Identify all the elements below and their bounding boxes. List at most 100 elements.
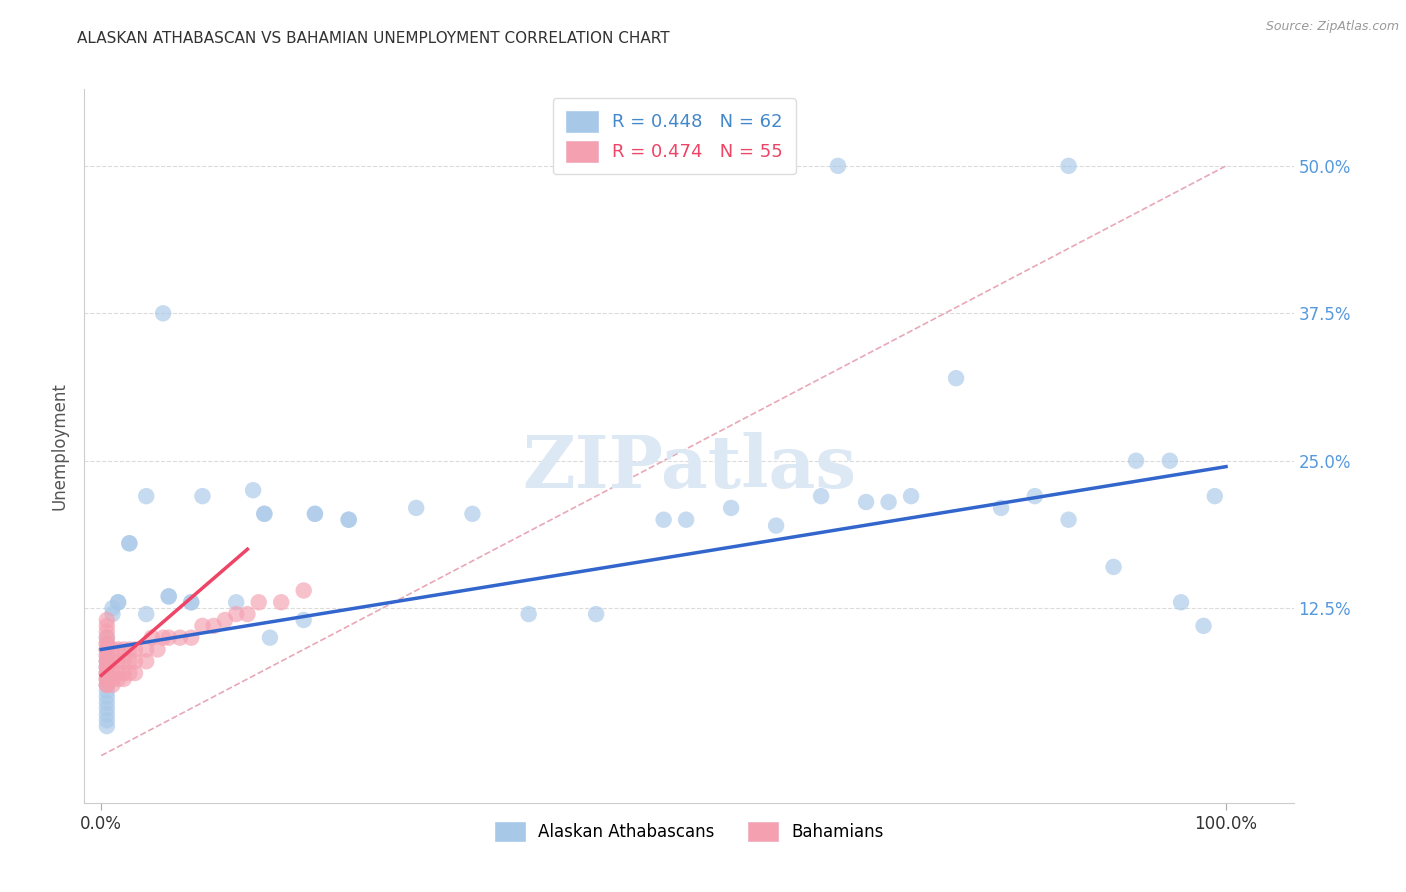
- Point: [96, 672, 118, 686]
- Point: [236, 607, 259, 621]
- Point: [96, 654, 118, 668]
- Point: [259, 631, 281, 645]
- Point: [96, 631, 118, 645]
- Point: [1204, 489, 1226, 503]
- Point: [118, 666, 141, 681]
- Point: [247, 595, 270, 609]
- Point: [112, 672, 135, 686]
- Point: [1170, 595, 1192, 609]
- Point: [214, 613, 236, 627]
- Point: [135, 489, 157, 503]
- Point: [461, 507, 484, 521]
- Point: [827, 159, 849, 173]
- Point: [877, 495, 900, 509]
- Point: [1057, 159, 1080, 173]
- Point: [152, 306, 174, 320]
- Point: [1125, 454, 1147, 468]
- Point: [96, 666, 118, 681]
- Point: [101, 678, 124, 692]
- Point: [855, 495, 877, 509]
- Point: [96, 701, 118, 715]
- Legend: Alaskan Athabascans, Bahamians: Alaskan Athabascans, Bahamians: [488, 815, 890, 848]
- Point: [337, 513, 360, 527]
- Point: [1192, 619, 1215, 633]
- Point: [96, 660, 118, 674]
- Point: [292, 613, 315, 627]
- Point: [1024, 489, 1046, 503]
- Y-axis label: Unemployment: Unemployment: [51, 382, 69, 510]
- Point: [990, 500, 1012, 515]
- Point: [157, 590, 180, 604]
- Point: [96, 648, 118, 663]
- Text: ZIPatlas: ZIPatlas: [522, 432, 856, 503]
- Point: [180, 595, 202, 609]
- Point: [157, 590, 180, 604]
- Point: [225, 607, 247, 621]
- Point: [96, 654, 118, 668]
- Point: [107, 642, 129, 657]
- Point: [96, 678, 118, 692]
- Point: [118, 536, 141, 550]
- Point: [141, 631, 163, 645]
- Point: [180, 595, 202, 609]
- Point: [900, 489, 922, 503]
- Point: [270, 595, 292, 609]
- Point: [96, 624, 118, 639]
- Point: [96, 690, 118, 704]
- Point: [101, 654, 124, 668]
- Point: [96, 719, 118, 733]
- Point: [124, 666, 146, 681]
- Point: [112, 666, 135, 681]
- Point: [101, 601, 124, 615]
- Point: [135, 607, 157, 621]
- Point: [96, 683, 118, 698]
- Point: [157, 631, 180, 645]
- Point: [146, 642, 169, 657]
- Point: [96, 678, 118, 692]
- Point: [96, 678, 118, 692]
- Point: [96, 666, 118, 681]
- Point: [96, 631, 118, 645]
- Point: [517, 607, 540, 621]
- Point: [107, 666, 129, 681]
- Point: [118, 536, 141, 550]
- Point: [96, 672, 118, 686]
- Point: [124, 642, 146, 657]
- Point: [124, 654, 146, 668]
- Point: [96, 660, 118, 674]
- Point: [242, 483, 264, 498]
- Point: [765, 518, 787, 533]
- Point: [225, 595, 247, 609]
- Point: [101, 666, 124, 681]
- Point: [96, 619, 118, 633]
- Text: ALASKAN ATHABASCAN VS BAHAMIAN UNEMPLOYMENT CORRELATION CHART: ALASKAN ATHABASCAN VS BAHAMIAN UNEMPLOYM…: [77, 31, 669, 46]
- Point: [96, 660, 118, 674]
- Point: [96, 642, 118, 657]
- Point: [1159, 454, 1181, 468]
- Point: [107, 672, 129, 686]
- Point: [180, 631, 202, 645]
- Point: [96, 613, 118, 627]
- Point: [96, 707, 118, 722]
- Point: [96, 654, 118, 668]
- Point: [118, 654, 141, 668]
- Text: Source: ZipAtlas.com: Source: ZipAtlas.com: [1265, 20, 1399, 33]
- Point: [1102, 560, 1125, 574]
- Point: [96, 642, 118, 657]
- Point: [304, 507, 326, 521]
- Point: [107, 654, 129, 668]
- Point: [337, 513, 360, 527]
- Point: [118, 642, 141, 657]
- Point: [191, 619, 214, 633]
- Point: [96, 713, 118, 727]
- Point: [107, 595, 129, 609]
- Point: [675, 513, 697, 527]
- Point: [405, 500, 427, 515]
- Point: [585, 607, 607, 621]
- Point: [253, 507, 276, 521]
- Point: [945, 371, 967, 385]
- Point: [191, 489, 214, 503]
- Point: [304, 507, 326, 521]
- Point: [112, 642, 135, 657]
- Point: [253, 507, 276, 521]
